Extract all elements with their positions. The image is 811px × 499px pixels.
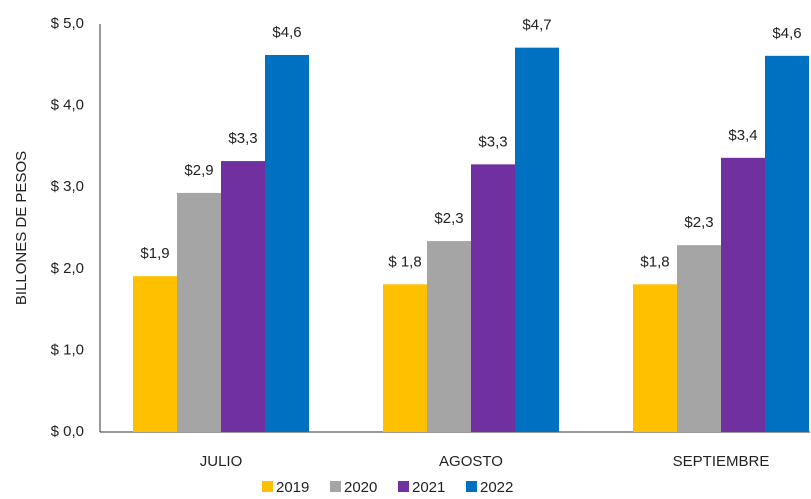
bar [471,164,515,433]
y-axis-title: BILLONES DE PESOS [13,151,30,305]
bar [177,192,221,432]
bar [765,55,809,432]
x-tick-label: AGOSTO [439,453,503,470]
legend-label: 2021 [412,479,445,496]
y-tick-label: $ 3,0 [51,178,84,195]
y-tick-label: $ 2,0 [51,260,84,277]
bar [383,284,427,432]
bar [221,161,265,432]
value-label: $2,3 [684,214,713,231]
y-tick-label: $ 1,0 [51,341,84,358]
value-label: $ 1,8 [388,253,421,270]
x-tick-label: SEPTIEMBRE [673,453,770,470]
value-label: $1,9 [140,245,169,262]
bar [677,245,721,432]
y-tick-label: $ 4,0 [51,97,84,114]
value-label: $3,4 [728,127,757,144]
value-label: $4,7 [522,17,551,34]
y-tick-label: $ 5,0 [51,15,84,32]
bar [133,276,177,432]
value-label: $4,6 [772,25,801,42]
legend-swatch [466,481,477,492]
legend-label: 2019 [276,479,309,496]
legend-swatch [262,481,273,492]
y-tick-label: $ 0,0 [51,423,84,440]
value-label: $3,3 [478,133,507,150]
legend-swatch [398,481,409,492]
bar [721,157,765,432]
value-label: $2,3 [434,210,463,227]
value-label: $1,8 [640,253,669,270]
bar [265,55,309,433]
bar [427,241,471,432]
value-label: $2,9 [184,162,213,179]
legend-label: 2022 [480,479,513,496]
value-label: $3,3 [228,130,257,147]
legend-swatch [330,481,341,492]
value-label: $4,6 [272,24,301,41]
bar [515,47,559,432]
x-tick-label: JULIO [200,453,243,470]
bar [633,284,677,432]
legend-label: 2020 [344,479,377,496]
